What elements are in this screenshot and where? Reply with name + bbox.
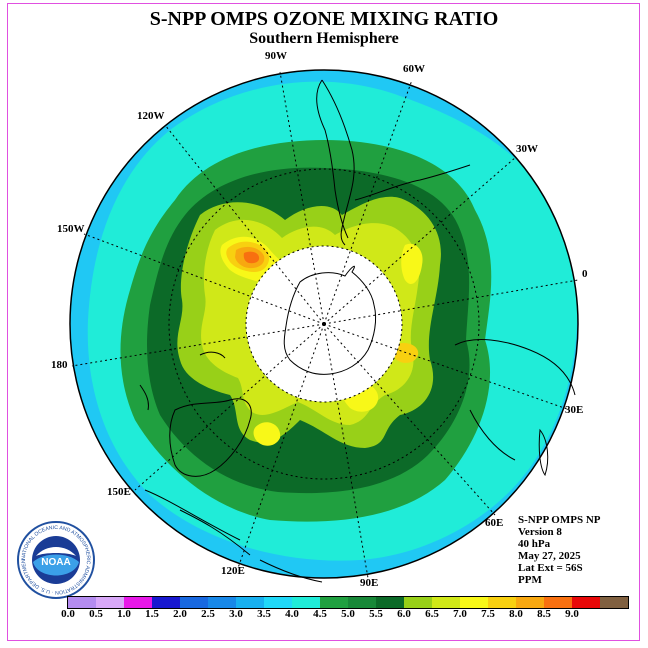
lon-label-0: 0: [582, 268, 588, 280]
colorbar-tick-label: 3.5: [257, 608, 271, 620]
colorbar-tick-label: 8.5: [537, 608, 551, 620]
colorbar-cell: [460, 597, 488, 608]
colorbar-tick-label: 2.0: [173, 608, 187, 620]
lon-label-60e: 60E: [485, 517, 504, 529]
colorbar-cell: [180, 597, 208, 608]
colorbar-tick-label: 5.0: [341, 608, 355, 620]
colorbar-cell: [348, 597, 376, 608]
colorbar-cell: [96, 597, 124, 608]
lon-label-150w: 150W: [57, 223, 85, 235]
lon-label-60w: 60W: [403, 63, 425, 75]
colorbar-cell: [68, 597, 96, 608]
colorbar-tick-label: 0.5: [89, 608, 103, 620]
lon-label-120e: 120E: [221, 565, 245, 577]
colorbar-tick-label: 0.0: [61, 608, 75, 620]
lon-label-120w: 120W: [137, 110, 165, 122]
indonesia-islands: [144, 489, 323, 583]
colorbar-tick-label: 7.0: [453, 608, 467, 620]
field-level-6.0-southwest: [253, 422, 281, 446]
south-america-coast: [316, 79, 355, 246]
colorbar-cell: [572, 597, 600, 608]
field-level-6.0-east: [401, 243, 423, 285]
colorbar-cell: [236, 597, 264, 608]
units-label: PPM: [518, 574, 542, 586]
colorbar: [67, 596, 629, 609]
colorbar-tick-label: 3.0: [229, 608, 243, 620]
colorbar-cell: [124, 597, 152, 608]
colorbar-cell: [544, 597, 572, 608]
lat-ext-label: Lat Ext = 56S: [518, 562, 583, 574]
colorbar-tick-label: 1.5: [145, 608, 159, 620]
date-label: May 27, 2025: [518, 550, 581, 562]
colorbar-tick-label: 7.5: [481, 608, 495, 620]
logo-bird: [36, 547, 76, 556]
colorbar-cell: [264, 597, 292, 608]
madagascar: [538, 428, 549, 477]
south-america-east-coast: [354, 164, 471, 201]
australia-coast: [169, 398, 252, 477]
colorbar-cell: [208, 597, 236, 608]
south-pole-marker: [322, 322, 326, 326]
colorbar-cell: [292, 597, 320, 608]
graticule: [71, 71, 579, 579]
colorbar-tick-label: 6.0: [397, 608, 411, 620]
colorbar-tick-label: 4.5: [313, 608, 327, 620]
map-title: S-NPP OMPS OZONE MIXING RATIO: [149, 8, 499, 30]
lon-label-180: 180: [51, 359, 68, 371]
lon-label-90w: 90W: [265, 50, 287, 62]
colorbar-tick-label: 6.5: [425, 608, 439, 620]
colorbar-cell: [376, 597, 404, 608]
lon-label-150e: 150E: [107, 486, 131, 498]
noaa-logo: NATIONAL OCEANIC AND ATMOSPHERIC ADMINIS…: [16, 520, 95, 599]
logo-text: NOAA: [41, 557, 70, 568]
africa-coast: [454, 339, 576, 461]
colorbar-cell: [152, 597, 180, 608]
logo-wave: [33, 554, 79, 576]
map-subtitle: Southern Hemisphere: [249, 30, 399, 47]
pressure-level-label: 40 hPa: [518, 538, 551, 550]
colorbar-cell: [320, 597, 348, 608]
version-label: Version 8: [518, 526, 562, 538]
colorbar-cell: [516, 597, 544, 608]
lon-label-30w: 30W: [516, 143, 538, 155]
map-boundary: [69, 69, 579, 579]
colorbar-cell: [488, 597, 516, 608]
instrument-label: S-NPP OMPS NP: [518, 514, 601, 526]
colorbar-cell: [404, 597, 432, 608]
colorbar-tick-label: 9.0: [565, 608, 579, 620]
new-zealand: [139, 351, 226, 411]
lon-label-30e: 30E: [565, 404, 584, 416]
colorbar-cell: [432, 597, 460, 608]
info-panel: S-NPP OMPS NP Version 8 40 hPa May 27, 2…: [518, 514, 601, 586]
colorbar-cell: [600, 597, 628, 608]
field-level-6.5-east: [395, 343, 419, 363]
colorbar-tick-label: 8.0: [509, 608, 523, 620]
antarctica-outline: [283, 265, 377, 375]
colorbar-tick-label: 2.5: [201, 608, 215, 620]
figure-border: [7, 3, 640, 641]
colorbar-tick-label: 5.5: [369, 608, 383, 620]
colorbar-tick-label: 4.0: [285, 608, 299, 620]
field-level-7.5: [243, 251, 260, 264]
colorbar-ticks: 0.0 0.5 1.0 1.5 2.0 2.5 3.0 3.5 4.0 4.5 5.0 5.5 6.0 6…: [0, 608, 648, 622]
lon-label-90e: 90E: [360, 577, 379, 589]
colorbar-tick-label: 1.0: [117, 608, 131, 620]
